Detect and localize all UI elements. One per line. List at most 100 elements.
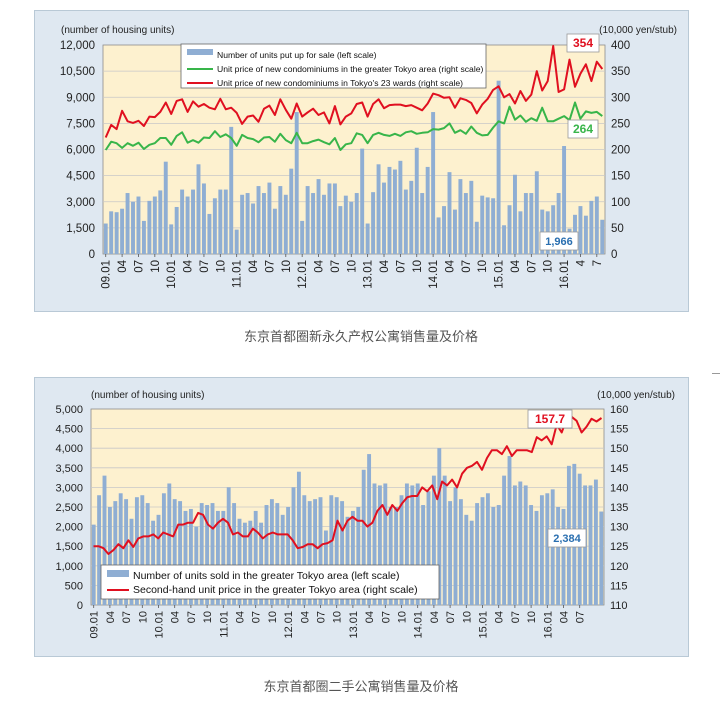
bar [169, 224, 174, 254]
bar [512, 485, 517, 605]
x-tick-label: 07 [445, 611, 457, 623]
chart1-panel: 12,000 10,500 9,000 7,500 6,000 4,500 3,000 1,5… [34, 10, 689, 312]
bar [125, 193, 130, 254]
left-tick-label: 12,000 [60, 40, 95, 52]
chart2-svg: 5,000 4,500 4,000 3,500 3,000 2,500 2,000 1,500… [55, 390, 675, 639]
bar [410, 485, 415, 605]
left-tick-label: 1,500 [55, 541, 83, 553]
bar [539, 495, 544, 605]
bar [253, 510, 258, 605]
x-tick-label: 10 [543, 260, 555, 273]
bar [442, 206, 446, 254]
callout-box-red_last [527, 409, 573, 429]
bar [534, 171, 539, 254]
x-tick-label: 07 [133, 260, 145, 273]
x-tick-label: 10 [526, 611, 538, 623]
bar [371, 192, 376, 254]
bar [534, 510, 539, 605]
left-tick-label: 9,000 [66, 92, 95, 104]
bar [431, 112, 436, 254]
series-line-red [104, 45, 604, 138]
bar [327, 183, 332, 254]
x-tick-label: 15.01 [478, 611, 490, 639]
edge-mark [712, 373, 720, 378]
left-tick-label: 500 [65, 580, 83, 592]
bar [399, 495, 404, 605]
bar [129, 518, 134, 605]
bar [294, 112, 299, 254]
x-tick-label: 16.01 [542, 611, 554, 639]
bar [392, 169, 397, 254]
bar [212, 198, 217, 254]
bar [398, 160, 403, 254]
bar [453, 487, 458, 605]
x-tick-label: 04 [235, 611, 247, 623]
bar [403, 189, 408, 254]
bar [491, 198, 496, 254]
bar [475, 503, 480, 605]
bar [296, 471, 301, 605]
right-tick-label: 145 [610, 463, 628, 475]
bar [259, 522, 264, 605]
bar [313, 499, 318, 605]
bar [338, 206, 343, 254]
x-tick-label: 10 [150, 260, 162, 273]
bar [215, 510, 220, 605]
bar [458, 499, 463, 605]
x-tick-label: 16.01 [559, 260, 571, 289]
x-tick-label: 14.01 [413, 611, 425, 639]
legend-box [100, 564, 440, 600]
bar [426, 491, 431, 605]
x-tick-label: 09.01 [89, 611, 101, 639]
bar [174, 206, 179, 254]
bar [409, 180, 414, 254]
legend-box [180, 43, 487, 89]
right-tick-label: 150 [611, 171, 630, 183]
x-tick-label: 7 [592, 260, 604, 266]
x-tick-label: 10 [332, 611, 344, 623]
x-tick-label: 10 [346, 260, 358, 273]
bar [272, 208, 277, 254]
left-tick-label: 5,000 [55, 404, 83, 416]
bar [141, 220, 146, 254]
x-tick-label: 10 [267, 611, 279, 623]
bar [140, 495, 145, 605]
bar [218, 189, 223, 254]
bar [229, 126, 234, 254]
x-tick-label: 07 [510, 611, 522, 623]
left-tick-label: 3,000 [66, 197, 95, 209]
left-tick-label: 3,500 [55, 463, 83, 475]
bar [523, 485, 528, 605]
bar [280, 514, 285, 605]
right-tick-label: 250 [611, 118, 630, 130]
bar [350, 510, 355, 605]
bar [507, 205, 512, 254]
bar [588, 485, 593, 605]
bar [118, 493, 123, 605]
x-tick-label: 10 [461, 611, 473, 623]
bar [210, 503, 215, 605]
bar [251, 203, 256, 254]
right-tick-label: 130 [610, 522, 628, 534]
bar [404, 483, 409, 605]
bar [545, 493, 550, 605]
bar [463, 193, 468, 254]
x-tick-label: 04 [494, 611, 506, 623]
bar [361, 469, 366, 605]
x-tick-label: 04 [314, 259, 326, 272]
bar [161, 493, 166, 605]
left-tick-label: 7,500 [66, 118, 95, 130]
bar [267, 182, 272, 254]
bar [518, 481, 523, 605]
bar [437, 448, 442, 605]
bar [599, 511, 604, 605]
bar [205, 505, 210, 605]
legend-swatch-bar [107, 570, 129, 577]
bar [167, 483, 172, 605]
right-axis-title: (10,000 yen/stub) [599, 25, 677, 36]
x-tick-label: 15.01 [494, 260, 506, 289]
bar [256, 186, 261, 254]
x-tick-label: 4 [575, 259, 587, 266]
bar [283, 194, 288, 254]
bar [382, 182, 386, 254]
